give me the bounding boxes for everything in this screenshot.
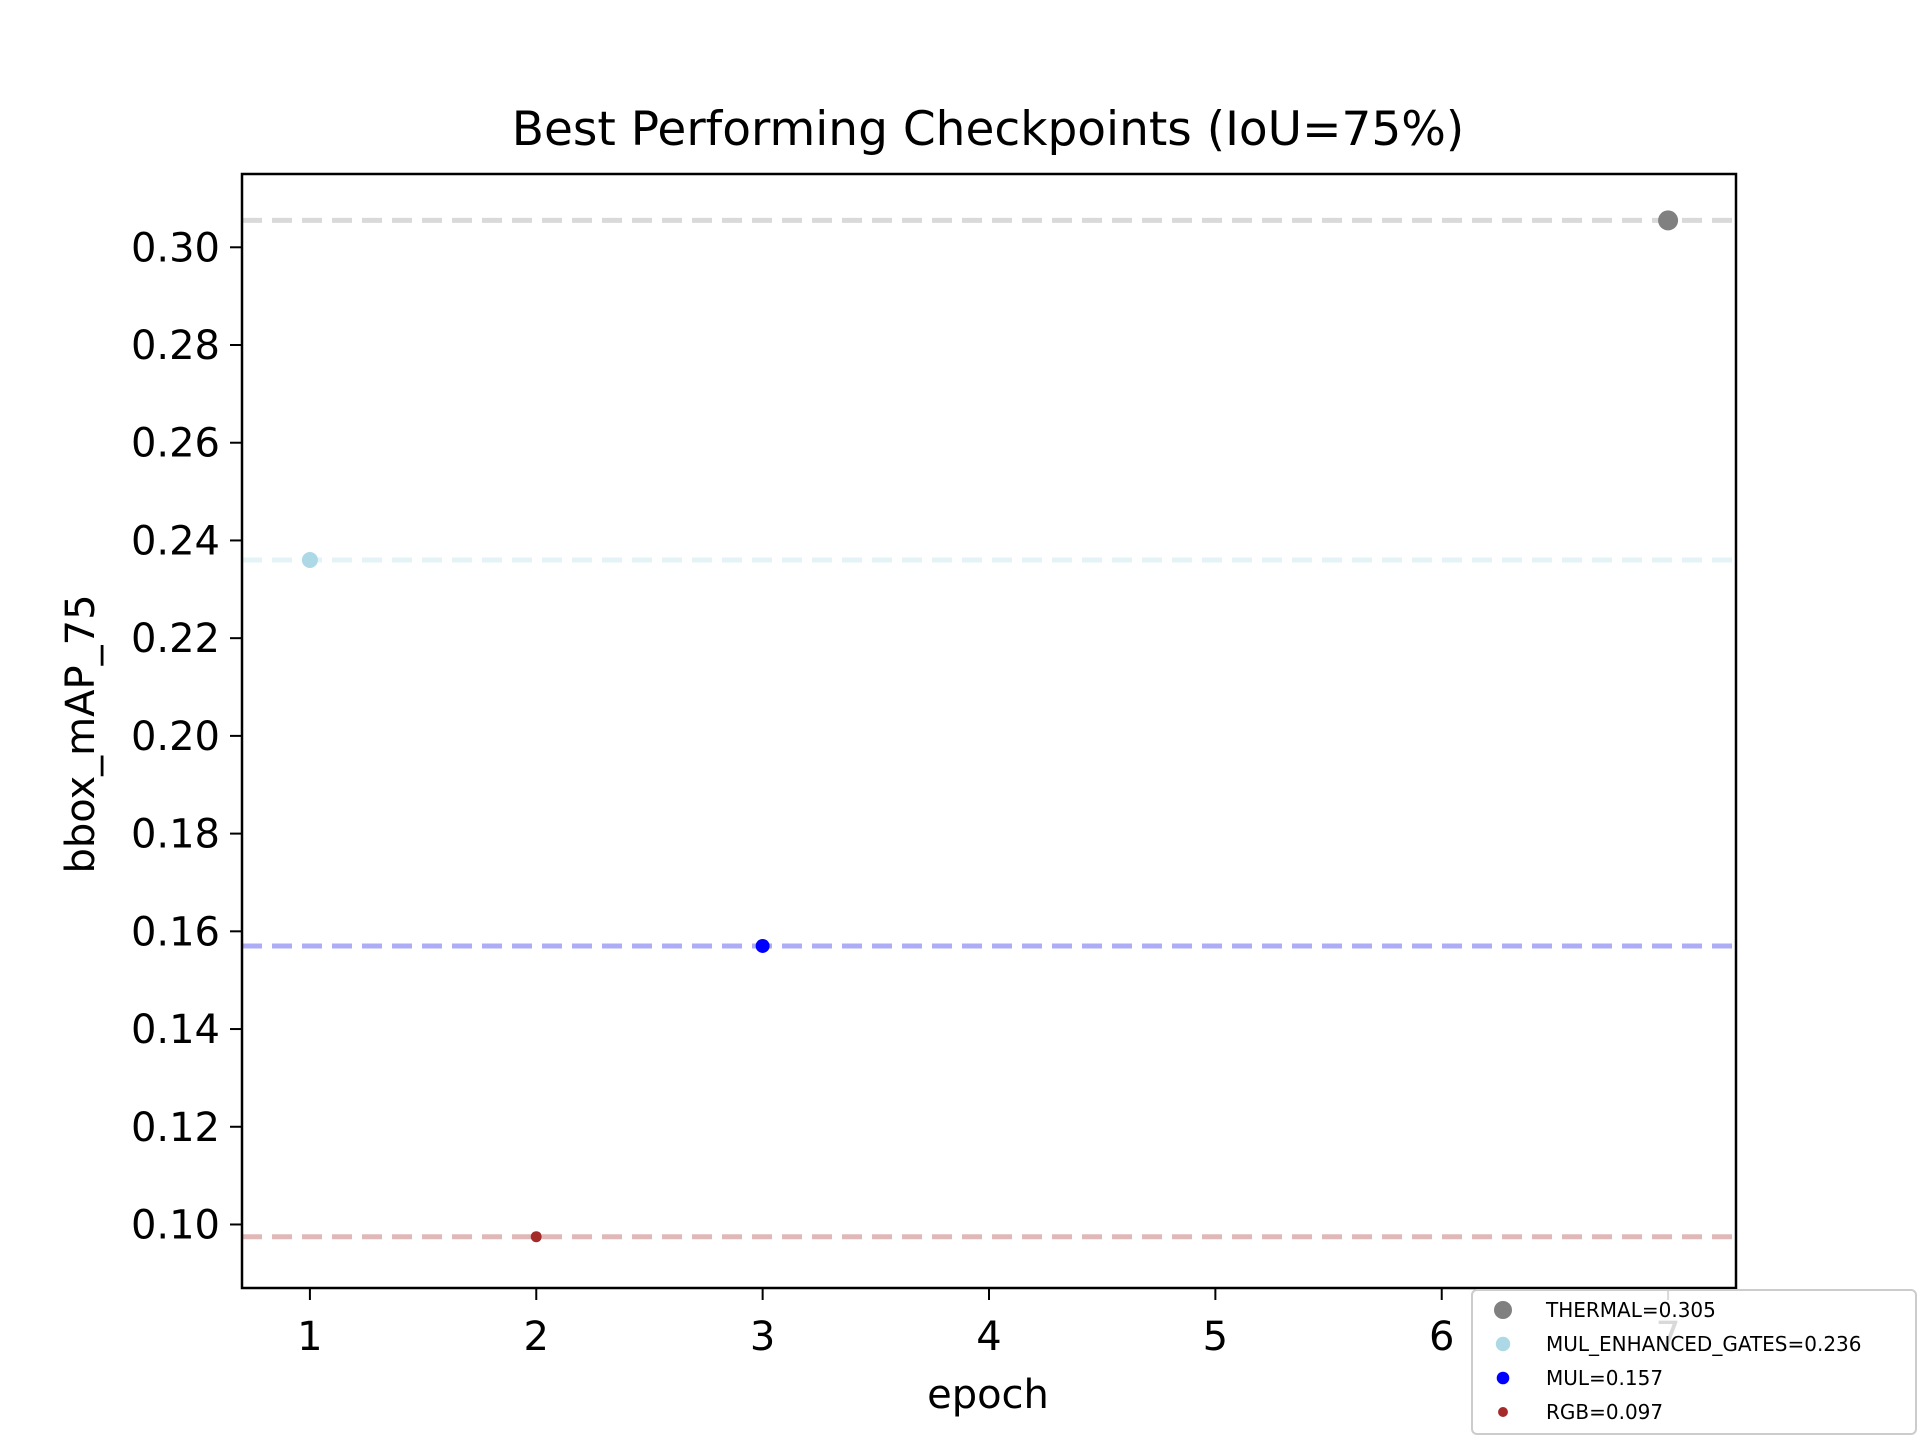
data-point [301, 551, 318, 568]
legend-marker [1495, 1336, 1511, 1352]
legend-box [1471, 1289, 1917, 1435]
legend-marker [1494, 1301, 1512, 1319]
x-tick-label: 2 [524, 1314, 549, 1360]
y-tick-label: 0.28 [131, 323, 220, 369]
x-tick-label: 1 [297, 1314, 322, 1360]
y-axis-label: bbox_mAP_75 [58, 594, 104, 873]
y-tick-label: 0.12 [131, 1105, 220, 1151]
y-tick-label: 0.24 [131, 518, 220, 564]
reference-lines [242, 217, 1736, 1240]
data-point [530, 1231, 542, 1243]
chart-title: Best Performing Checkpoints (IoU=75%) [512, 102, 1465, 157]
y-axis: 0.10 0.12 0.14 0.16 0.18 0.20 0.22 0.24 0.26 0.28… [131, 225, 242, 1248]
y-tick-label: 0.20 [131, 714, 220, 760]
data-point [755, 938, 770, 953]
y-tick-label: 0.22 [131, 616, 220, 662]
legend-label: RGB=0.097 [1546, 1400, 1663, 1424]
y-tick-label: 0.10 [131, 1202, 220, 1248]
data-points [301, 210, 1679, 1243]
y-tick-label: 0.30 [131, 225, 220, 271]
y-tick-label: 0.18 [131, 812, 220, 858]
legend-label: THERMAL=0.305 [1545, 1298, 1716, 1322]
legend-label: MUL=0.157 [1546, 1366, 1663, 1390]
legend-label: MUL_ENHANCED_GATES=0.236 [1546, 1332, 1862, 1356]
y-tick-label: 0.14 [131, 1007, 220, 1053]
x-axis-label: epoch [927, 1372, 1049, 1418]
legend-marker [1498, 1407, 1508, 1417]
legend-marker [1496, 1371, 1510, 1385]
x-tick-label: 3 [750, 1314, 775, 1360]
y-tick-label: 0.16 [131, 909, 220, 955]
x-tick-label: 5 [1203, 1314, 1228, 1360]
x-tick-label: 6 [1429, 1314, 1454, 1360]
x-tick-label: 4 [976, 1314, 1001, 1360]
data-point [1658, 210, 1679, 231]
y-tick-label: 0.26 [131, 421, 220, 467]
legend: THERMAL=0.305 MUL_ENHANCED_GATES=0.236 MUL… [1471, 1289, 1917, 1435]
